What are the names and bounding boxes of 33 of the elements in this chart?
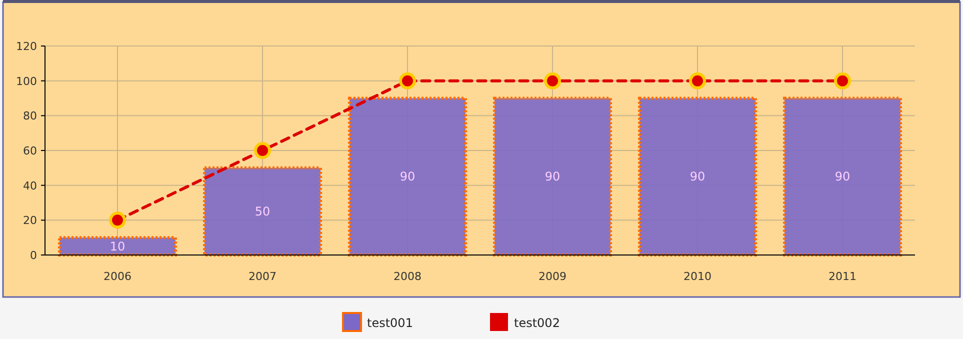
bar — [348, 96, 467, 256]
y-tick-label: 80 — [23, 110, 37, 123]
x-tick-label: 2007 — [248, 270, 276, 283]
y-tick-label: 100 — [16, 74, 37, 88]
bar — [58, 236, 177, 256]
legend-label: test001 — [367, 316, 413, 330]
x-tick-label: 2009 — [538, 270, 566, 283]
point — [689, 72, 706, 90]
bar — [493, 96, 612, 256]
point — [834, 72, 851, 90]
y-tick-label: 20 — [23, 214, 37, 228]
y-tick-label: 120 — [16, 40, 37, 53]
bar — [203, 166, 322, 256]
x-tick-label: 2011 — [828, 270, 856, 283]
x-tick-label: 2010 — [684, 270, 712, 283]
data-label: 50 — [254, 204, 270, 218]
data-label: 90 — [690, 170, 706, 184]
legend-label: test002 — [514, 316, 560, 330]
y-tick-label: 60 — [23, 144, 37, 158]
bar — [783, 96, 902, 256]
y-tick-label: 40 — [23, 179, 37, 192]
x-tick-label: 2008 — [394, 270, 422, 283]
y-tick-label: 0 — [30, 249, 37, 262]
point — [109, 212, 126, 229]
point — [254, 142, 271, 159]
point — [544, 72, 561, 90]
bar — [638, 96, 757, 256]
data-label: 90 — [834, 170, 850, 184]
data-label: 10 — [110, 239, 126, 254]
x-tick-label: 2006 — [104, 270, 132, 283]
data-label: 90 — [544, 170, 560, 184]
point — [399, 72, 416, 90]
data-label: 90 — [400, 170, 416, 184]
